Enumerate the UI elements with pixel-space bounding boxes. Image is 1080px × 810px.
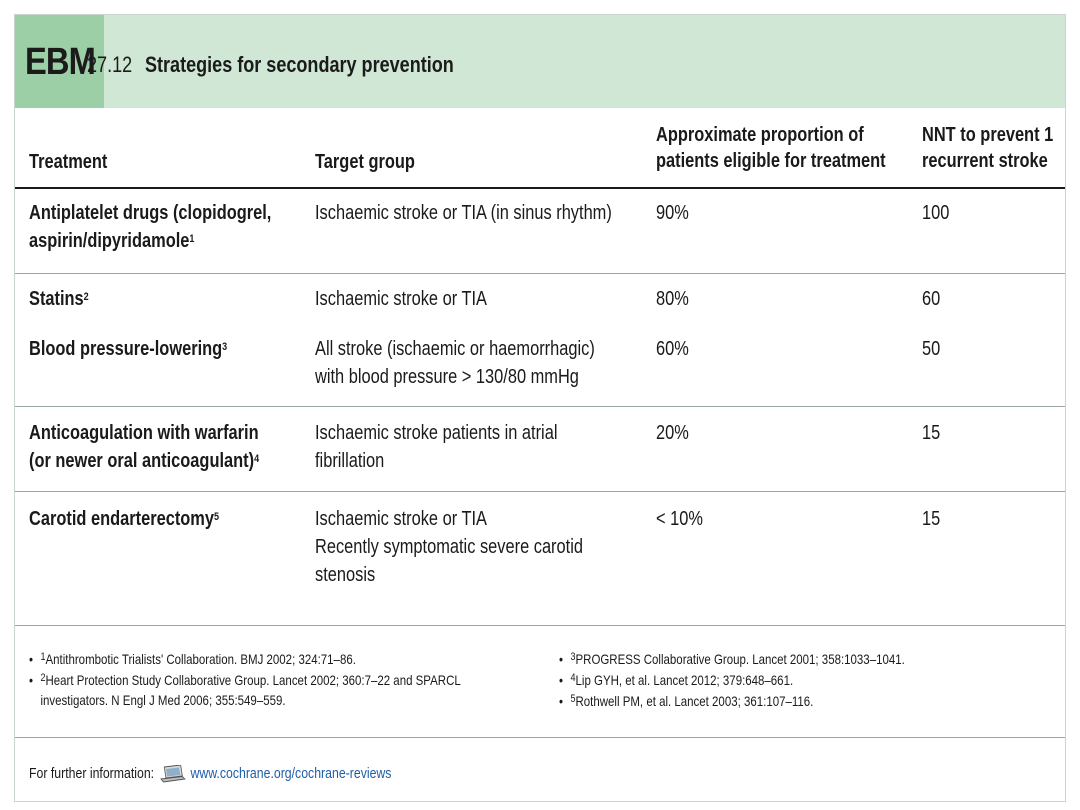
row-1-target: Ischaemic stroke or TIA (in sinus rhythm… xyxy=(315,199,612,227)
row-divider xyxy=(15,406,1065,407)
footnote-number: 2 xyxy=(40,672,46,684)
footnote-number: 1 xyxy=(40,651,46,663)
row-5-target: Ischaemic stroke or TIA Recently symptom… xyxy=(315,505,583,589)
footnote-text: Rothwell PM, et al. Lancet 2003; 361:107… xyxy=(575,693,814,709)
column-header-line: Approximate proportion of xyxy=(656,124,864,146)
row-5-proportion: < 10% xyxy=(656,508,703,530)
column-header-nnt: NNT to prevent 1 recurrent stroke xyxy=(922,122,1053,174)
column-header-line: Treatment xyxy=(29,151,108,173)
row-3-proportion: 60% xyxy=(656,338,689,360)
column-header-target-group: Target group xyxy=(315,149,415,175)
target-line: Ischaemic stroke or TIA xyxy=(315,288,487,310)
reference-superscript: 5 xyxy=(214,511,220,523)
row-4-nnt: 15 xyxy=(922,422,941,444)
row-3-target: All stroke (ischaemic or haemorrhagic) w… xyxy=(315,335,595,391)
row-2-target: Ischaemic stroke or TIA xyxy=(315,285,487,313)
footnote-4: • 4Lip GYH, et al. Lancet 2012; 379:648–6… xyxy=(559,672,794,688)
row-1-nnt: 100 xyxy=(922,202,950,224)
footnote-2: • 2Heart Protection Study Collaborative G… xyxy=(29,672,461,708)
column-header-treatment: Treatment xyxy=(29,149,107,175)
further-information: For further information: www.cochrane.or… xyxy=(29,764,392,783)
target-line: All stroke (ischaemic or haemorrhagic) xyxy=(315,338,595,360)
row-4-treatment: Anticoagulation with warfarin (or newer … xyxy=(29,419,259,475)
reference-superscript: 1 xyxy=(189,233,195,245)
row-2-proportion: 80% xyxy=(656,288,689,310)
row-5-treatment: Carotid endarterectomy5 xyxy=(29,505,219,533)
target-line: Ischaemic stroke patients in atrial xyxy=(315,422,558,444)
target-line: Ischaemic stroke or TIA (in sinus rhythm… xyxy=(315,202,612,224)
footnote-text: Heart Protection Study Collaborative Gro… xyxy=(45,672,461,688)
reference-superscript: 2 xyxy=(83,291,89,303)
ebm-badge xyxy=(15,15,104,108)
footnote-number: 3 xyxy=(570,651,576,663)
row-2-treatment: Statins2 xyxy=(29,285,89,313)
row-1-treatment: Antiplatelet drugs (clopidogrel, aspirin… xyxy=(29,199,271,255)
target-line: fibrillation xyxy=(315,450,385,472)
cochrane-link[interactable]: www.cochrane.org/cochrane-reviews xyxy=(190,765,392,782)
footnote-text: Lip GYH, et al. Lancet 2012; 379:648–661… xyxy=(575,672,794,688)
table-bottom-rule xyxy=(15,625,1065,626)
column-header-line: recurrent stroke xyxy=(922,150,1048,172)
footnote-text: Antithrombotic Trialists' Collaboration.… xyxy=(45,651,356,667)
header-divider xyxy=(15,187,1065,189)
target-line: stenosis xyxy=(315,564,376,586)
footnote-5: • 5Rothwell PM, et al. Lancet 2003; 361:1… xyxy=(559,693,814,709)
treatment-line: Anticoagulation with warfarin xyxy=(29,422,259,444)
treatment-line: Statins xyxy=(29,288,84,310)
footnote-number: 4 xyxy=(570,672,576,684)
ebm-badge-label: EBM xyxy=(25,41,96,83)
row-3-nnt: 50 xyxy=(922,338,941,360)
row-4-target: Ischaemic stroke patients in atrial fibr… xyxy=(315,419,557,475)
row-4-proportion: 20% xyxy=(656,422,689,444)
row-5-nnt: 15 xyxy=(922,508,941,530)
treatment-line: Blood pressure-lowering xyxy=(29,338,223,360)
column-header-line: patients eligible for treatment xyxy=(656,150,886,172)
reference-superscript: 3 xyxy=(222,341,228,353)
evidence-table-box: EBM 27.12 Strategies for secondary preve… xyxy=(14,14,1066,802)
footnote-3: • 3PROGRESS Collaborative Group. Lancet 2… xyxy=(559,651,905,667)
treatment-line: (or newer oral anticoagulant) xyxy=(29,450,255,472)
row-2-nnt: 60 xyxy=(922,288,941,310)
table-title: Strategies for secondary prevention xyxy=(145,52,454,77)
target-line: Ischaemic stroke or TIA xyxy=(315,508,487,530)
row-divider xyxy=(15,273,1065,274)
table-header-band: EBM 27.12 Strategies for secondary preve… xyxy=(15,15,1065,108)
row-divider xyxy=(15,491,1065,492)
row-3-treatment: Blood pressure-lowering3 xyxy=(29,335,227,363)
row-1-proportion: 90% xyxy=(656,202,689,224)
column-header-line: NNT to prevent 1 xyxy=(922,124,1054,146)
target-line: Recently symptomatic severe carotid xyxy=(315,536,583,558)
reference-superscript: 4 xyxy=(254,453,260,465)
further-information-label: For further information: xyxy=(29,765,155,782)
column-header-proportion: Approximate proportion of patients eligi… xyxy=(656,122,886,174)
footnote-text: PROGRESS Collaborative Group. Lancet 200… xyxy=(575,651,905,667)
footnote-number: 5 xyxy=(570,693,576,705)
footer-divider xyxy=(15,737,1065,738)
footnote-1: • 1Antithrombotic Trialists' Collaboratio… xyxy=(29,651,356,667)
laptop-icon xyxy=(159,764,186,783)
column-header-line: Target group xyxy=(315,151,415,173)
treatment-line: aspirin/dipyridamole xyxy=(29,230,190,252)
treatment-line: Antiplatelet drugs (clopidogrel, xyxy=(29,202,272,224)
target-line: with blood pressure > 130/80 mmHg xyxy=(315,366,579,388)
table-number: 27.12 xyxy=(87,52,133,77)
treatment-line: Carotid endarterectomy xyxy=(29,508,215,530)
footnote-text: investigators. N Engl J Med 2006; 355:54… xyxy=(40,692,286,708)
